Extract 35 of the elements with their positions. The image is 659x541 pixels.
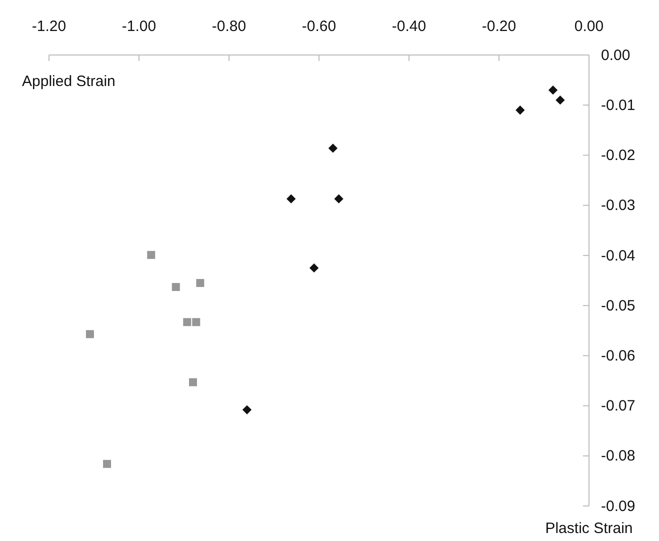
y-tick-label: -0.02 [601,147,636,164]
point [556,96,565,105]
y-tick-label: 0.00 [601,46,630,64]
x-tick-label: -1.20 [32,18,66,35]
x-tick-label: -1.00 [122,18,156,35]
point [242,405,252,414]
y-tick-label: -0.01 [601,96,636,114]
point [196,279,204,288]
x-tick-label: 0.00 [574,18,604,35]
point [286,194,296,204]
point [147,250,156,259]
y-tick-label: -0.05 [601,297,636,314]
x-axis-title: Plastic Strain [545,520,633,537]
x-tick-label: -0.60 [302,18,336,35]
y-tick-label: -0.04 [601,247,636,264]
point [86,330,94,338]
y-tick-label: -0.09 [601,498,636,515]
x-tick-label: -0.20 [482,18,516,35]
point [189,378,197,386]
point [334,194,344,204]
point [172,283,180,292]
point [192,318,200,326]
point [309,263,319,273]
point [103,460,112,468]
x-tick-label: -0.80 [212,18,246,35]
y-tick-label: -0.07 [601,398,636,415]
y-tick-label: -0.08 [601,448,636,465]
point [328,144,338,153]
y-tick-label: -0.03 [601,197,636,214]
y-tick-label: -0.06 [601,347,636,364]
y-axis-title: Applied Strain [22,73,116,90]
x-tick-label: -0.40 [392,18,426,35]
point [183,318,192,326]
point [548,85,558,95]
point [516,106,525,115]
